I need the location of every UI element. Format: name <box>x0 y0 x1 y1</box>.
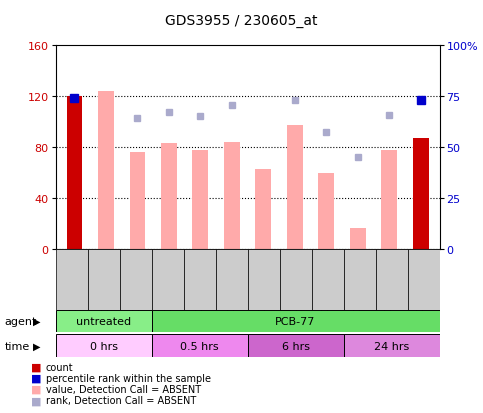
Text: value, Detection Call = ABSENT: value, Detection Call = ABSENT <box>46 384 201 394</box>
Bar <box>184 250 215 310</box>
Text: ■: ■ <box>31 395 42 405</box>
Bar <box>152 250 184 310</box>
Bar <box>120 250 152 310</box>
Bar <box>408 250 440 310</box>
Text: ■: ■ <box>31 384 42 394</box>
Bar <box>152 310 440 332</box>
Bar <box>215 250 248 310</box>
Text: agent: agent <box>5 316 37 326</box>
Bar <box>256 169 271 250</box>
Bar <box>318 173 334 250</box>
Bar <box>224 142 240 250</box>
Text: ▶: ▶ <box>32 316 40 326</box>
Bar <box>192 150 208 250</box>
Bar <box>381 150 397 250</box>
Bar <box>280 250 312 310</box>
Bar <box>248 335 343 357</box>
Bar <box>350 228 366 250</box>
Text: ■: ■ <box>31 362 42 372</box>
Text: rank, Detection Call = ABSENT: rank, Detection Call = ABSENT <box>46 395 196 405</box>
Text: 0 hrs: 0 hrs <box>89 341 117 351</box>
Text: percentile rank within the sample: percentile rank within the sample <box>46 373 211 383</box>
Text: 6 hrs: 6 hrs <box>282 341 310 351</box>
Bar <box>67 97 82 250</box>
Bar <box>56 250 87 310</box>
Text: 0.5 hrs: 0.5 hrs <box>180 341 219 351</box>
Bar <box>98 91 114 250</box>
Text: GDS3955 / 230605_at: GDS3955 / 230605_at <box>165 14 318 28</box>
Bar <box>56 310 152 332</box>
Bar <box>129 153 145 250</box>
Bar <box>248 250 280 310</box>
Text: untreated: untreated <box>76 316 131 326</box>
Bar <box>343 250 376 310</box>
Bar <box>87 250 120 310</box>
Bar <box>376 250 408 310</box>
Text: PCB-77: PCB-77 <box>275 316 316 326</box>
Text: time: time <box>5 341 30 351</box>
Text: count: count <box>46 362 73 372</box>
Bar <box>152 335 248 357</box>
Text: 24 hrs: 24 hrs <box>374 341 409 351</box>
Bar <box>312 250 343 310</box>
Bar <box>161 144 177 250</box>
Text: ▶: ▶ <box>32 341 40 351</box>
Bar <box>413 139 428 250</box>
Bar <box>343 335 440 357</box>
Text: ■: ■ <box>31 373 42 383</box>
Bar <box>56 335 152 357</box>
Bar <box>287 126 303 250</box>
